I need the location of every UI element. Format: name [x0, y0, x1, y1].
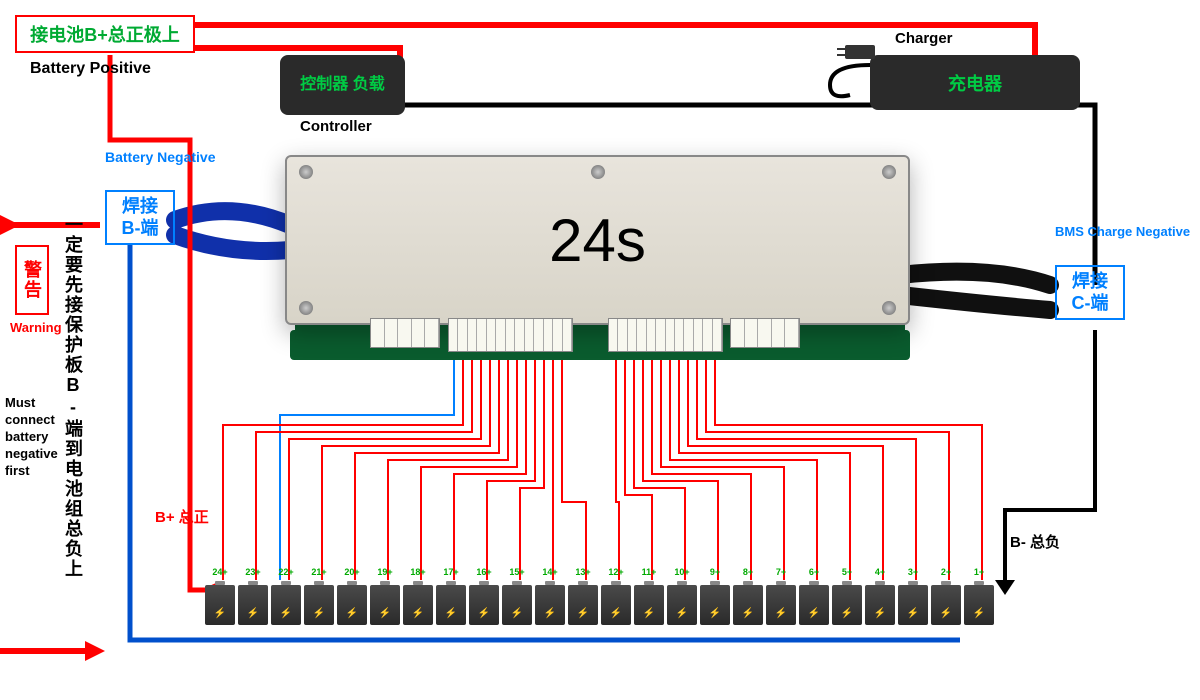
screw-icon [882, 165, 896, 179]
cell-label: 19+ [377, 567, 392, 577]
battery-cell: 1+⚡ [964, 585, 994, 625]
battery-cell: 18+⚡ [403, 585, 433, 625]
controller-en: Controller [300, 118, 372, 135]
bms-title: 24s [549, 206, 646, 275]
must-connect-cn: 一定要先接保护板B-端到电池组总负上 [60, 215, 86, 615]
screw-icon [299, 301, 313, 315]
cell-label: 2+ [941, 567, 951, 577]
charger-plug-icon [845, 45, 875, 59]
c-terminal-box: 焊接 C-端 [1055, 265, 1125, 320]
battery-cell: 17+⚡ [436, 585, 466, 625]
b-terminal-cn: 焊接 B-端 [115, 196, 165, 239]
cell-label: 8+ [743, 567, 753, 577]
bms-board: 24s [285, 155, 910, 325]
connector-right [608, 318, 723, 352]
battery-cell: 8+⚡ [733, 585, 763, 625]
cell-label: 17+ [443, 567, 458, 577]
must-connect-en: Must connect battery negative first [5, 395, 60, 479]
battery-cell: 2+⚡ [931, 585, 961, 625]
cell-label: 7+ [776, 567, 786, 577]
battery-positive-box: 接电池B+总正极上 [15, 15, 195, 53]
cell-label: 3+ [908, 567, 918, 577]
battery-cell: 14+⚡ [535, 585, 565, 625]
screw-icon [299, 165, 313, 179]
b-terminal-box: 焊接 B-端 [105, 190, 175, 245]
b-minus-label: B- 总负 [1010, 535, 1060, 552]
cell-label: 1+ [974, 567, 984, 577]
battery-cell: 23+⚡ [238, 585, 268, 625]
battery-cell: 15+⚡ [502, 585, 532, 625]
cell-label: 22+ [278, 567, 293, 577]
controller-device: 控制器 负载 [280, 55, 405, 115]
battery-cell: 16+⚡ [469, 585, 499, 625]
cell-label: 16+ [476, 567, 491, 577]
connector-left [448, 318, 573, 352]
battery-negative-en: Battery Negative [105, 150, 216, 165]
cell-label: 6+ [809, 567, 819, 577]
cell-label: 14+ [542, 567, 557, 577]
screw-icon [591, 165, 605, 179]
cell-label: 5+ [842, 567, 852, 577]
c-terminal-cn: 焊接 C-端 [1065, 271, 1115, 314]
battery-cell: 6+⚡ [799, 585, 829, 625]
cell-label: 10+ [674, 567, 689, 577]
charger-device: 充电器 [870, 55, 1080, 110]
cell-label: 24+ [212, 567, 227, 577]
arrow-line-2 [0, 648, 90, 654]
cell-label: 23+ [245, 567, 260, 577]
connector-small-1 [370, 318, 440, 348]
cell-label: 15+ [509, 567, 524, 577]
battery-cell: 13+⚡ [568, 585, 598, 625]
cell-label: 20+ [344, 567, 359, 577]
battery-cell: 12+⚡ [601, 585, 631, 625]
charger-cn: 充电器 [948, 70, 1002, 96]
warning-en: Warning [10, 320, 62, 335]
battery-positive-en: Battery Positive [30, 60, 151, 78]
cell-label: 21+ [311, 567, 326, 577]
battery-row: 24+⚡23+⚡22+⚡21+⚡20+⚡19+⚡18+⚡17+⚡16+⚡15+⚡… [205, 585, 994, 625]
battery-cell: 19+⚡ [370, 585, 400, 625]
battery-cell: 7+⚡ [766, 585, 796, 625]
cell-label: 11+ [642, 567, 657, 577]
charger-en: Charger [895, 30, 953, 47]
connector-small-2 [730, 318, 800, 348]
battery-cell: 5+⚡ [832, 585, 862, 625]
battery-positive-cn: 接电池B+总正极上 [30, 21, 180, 47]
cell-label: 9+ [710, 567, 720, 577]
cell-label: 18+ [410, 567, 425, 577]
screw-icon [882, 301, 896, 315]
b-plus-label: B+ 总正 [155, 510, 209, 527]
battery-cell: 3+⚡ [898, 585, 928, 625]
battery-cell: 9+⚡ [700, 585, 730, 625]
controller-cn: 控制器 负载 [300, 75, 384, 94]
arrow-icon-2 [85, 641, 105, 661]
battery-cell: 4+⚡ [865, 585, 895, 625]
cell-label: 13+ [575, 567, 590, 577]
cell-label: 4+ [875, 567, 885, 577]
cell-label: 12+ [608, 567, 623, 577]
battery-cell: 11+⚡ [634, 585, 664, 625]
battery-cell: 24+⚡ [205, 585, 235, 625]
warning-cn: 警告 [19, 260, 45, 300]
battery-cell: 22+⚡ [271, 585, 301, 625]
battery-cell: 10+⚡ [667, 585, 697, 625]
bms-charge-neg-en: BMS Charge Negative [1055, 225, 1190, 239]
warning-box: 警告 [15, 245, 49, 315]
battery-cell: 21+⚡ [304, 585, 334, 625]
battery-cell: 20+⚡ [337, 585, 367, 625]
